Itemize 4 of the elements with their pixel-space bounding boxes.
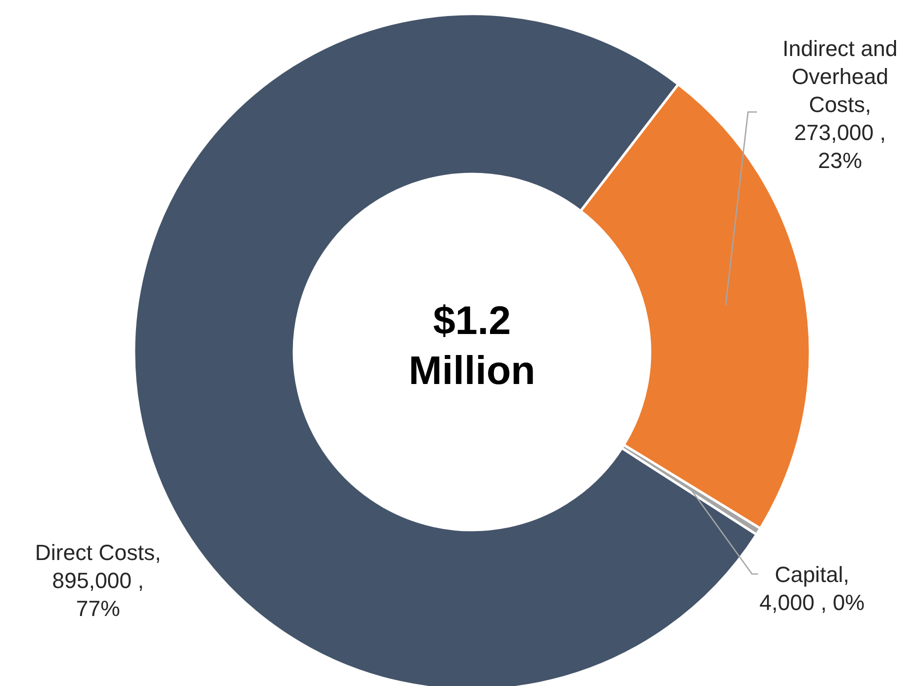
slice-label: Indirect and Overhead Costs, 273,000 , 23%: [782, 36, 898, 173]
slice-label: Capital, 4,000 , 0%: [759, 562, 865, 615]
text: $1.2 Million: [408, 299, 536, 393]
slice-label: Direct Costs, 895,000 , 77%: [35, 540, 161, 621]
